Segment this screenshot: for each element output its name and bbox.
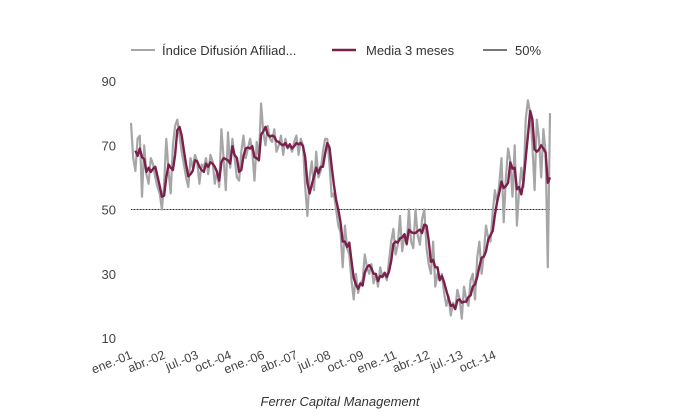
y-tick-label: 70	[102, 138, 116, 153]
legend-item-indice[interactable]: Índice Difusión Afiliad...	[131, 43, 296, 58]
x-tick-label: abr.-02	[126, 348, 167, 376]
legend-label-indice: Índice Difusión Afiliad...	[162, 43, 296, 58]
x-tick-label: oct.-14	[457, 348, 498, 375]
x-tick-label: abr.-12	[391, 348, 432, 376]
legend-label-50: 50%	[515, 43, 541, 58]
y-tick-label: 50	[102, 203, 116, 218]
x-axis: ene.-01abr.-02jul.-03oct.-04ene.-06abr.-…	[90, 348, 498, 377]
series-line-media-3-meses	[134, 109, 552, 311]
y-tick-label: 30	[102, 267, 116, 282]
y-axis: 90 70 50 30 10	[102, 74, 116, 346]
legend: Índice Difusión Afiliad... Media 3 meses…	[131, 43, 541, 58]
chart-caption: Ferrer Capital Management	[261, 394, 421, 409]
legend-label-media: Media 3 meses	[366, 43, 455, 58]
y-tick-label: 90	[102, 74, 116, 89]
legend-item-media[interactable]: Media 3 meses	[332, 43, 455, 58]
x-tick-label: abr.-07	[258, 348, 299, 376]
legend-item-50[interactable]: 50%	[483, 43, 541, 58]
y-tick-label: 10	[102, 331, 116, 346]
